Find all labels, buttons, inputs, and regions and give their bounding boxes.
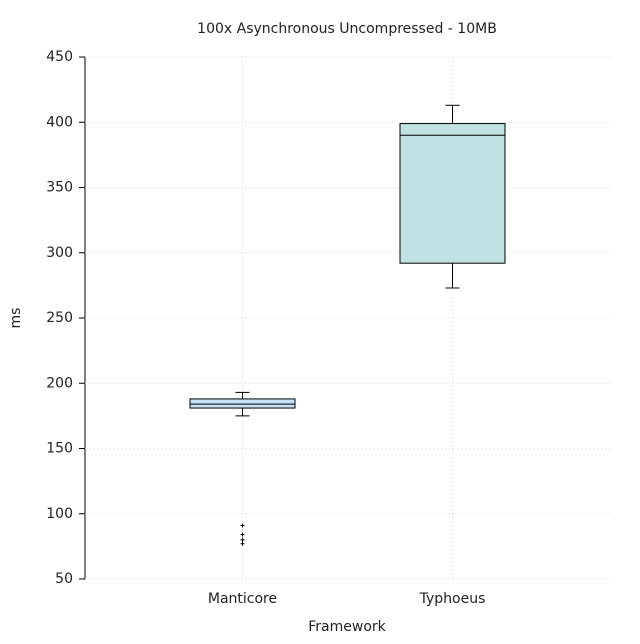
- outlier: [240, 532, 245, 537]
- outlier: [240, 541, 245, 546]
- y-tick-label: 250: [46, 310, 73, 326]
- x-tick-label: Manticore: [208, 591, 277, 607]
- y-tick-label: 100: [46, 506, 73, 522]
- y-tick-label: 50: [55, 571, 73, 587]
- y-axis-label: ms: [8, 308, 24, 329]
- x-axis-label: Framework: [308, 619, 386, 635]
- y-tick-label: 400: [46, 114, 73, 130]
- y-tick-label: 450: [46, 49, 73, 65]
- y-tick-label: 150: [46, 441, 73, 457]
- outlier: [240, 523, 245, 528]
- y-tick-label: 350: [46, 180, 73, 196]
- box: [399, 123, 506, 264]
- outlier: [240, 537, 245, 542]
- x-tick-label: Typhoeus: [419, 591, 486, 607]
- y-tick-label: 300: [46, 245, 73, 261]
- y-tick-label: 200: [46, 375, 73, 391]
- box: [189, 398, 296, 409]
- chart-title: 100x Asynchronous Uncompressed - 10MB: [197, 21, 497, 37]
